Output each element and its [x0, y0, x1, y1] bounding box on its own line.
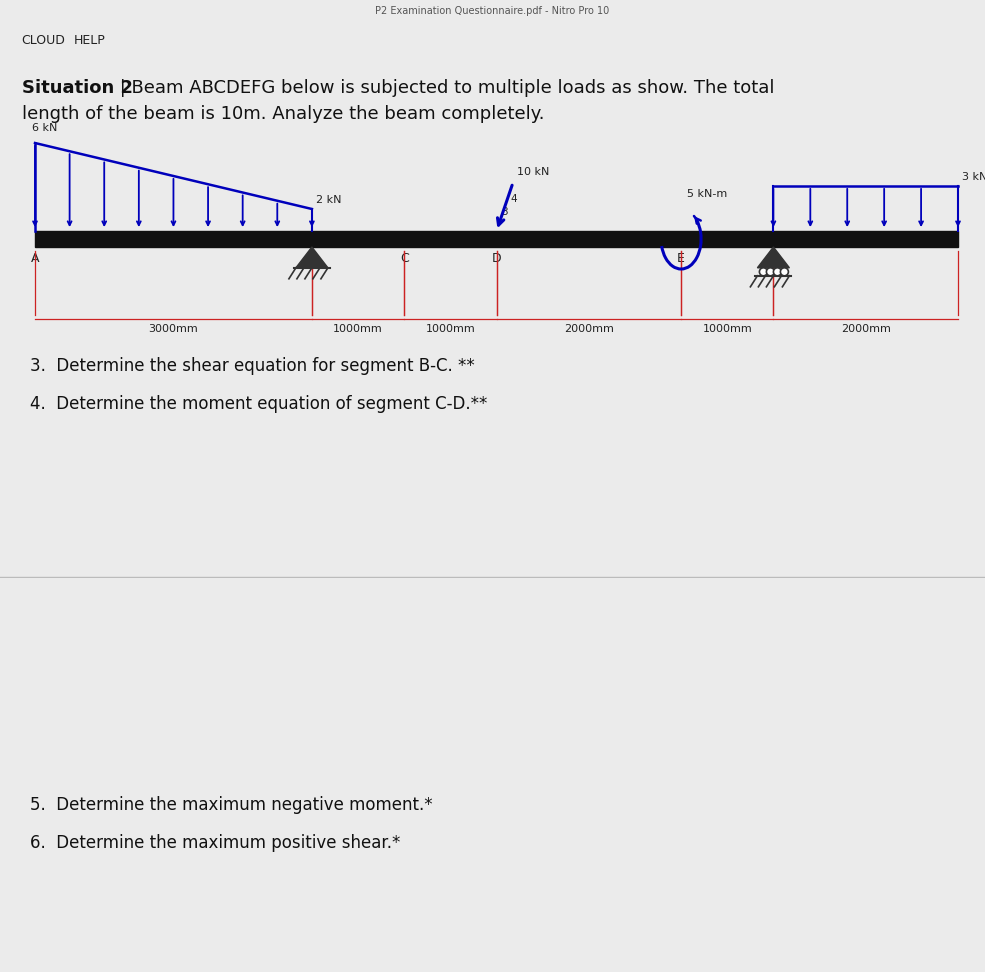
- Text: Situation 2: Situation 2: [22, 79, 133, 97]
- Text: A: A: [31, 252, 39, 265]
- Text: 1000mm: 1000mm: [426, 324, 475, 334]
- Text: 4.  Determine the moment equation of segment C-D.**: 4. Determine the moment equation of segm…: [30, 395, 488, 413]
- Circle shape: [773, 268, 781, 276]
- Text: 2000mm: 2000mm: [563, 324, 614, 334]
- Text: HELP: HELP: [74, 33, 105, 47]
- Text: 1000mm: 1000mm: [333, 324, 383, 334]
- Text: 4: 4: [511, 193, 517, 204]
- Text: 5.  Determine the maximum negative moment.*: 5. Determine the maximum negative moment…: [30, 796, 432, 814]
- Text: 1000mm: 1000mm: [702, 324, 753, 334]
- Text: D: D: [492, 252, 501, 265]
- Circle shape: [780, 268, 788, 276]
- Polygon shape: [757, 247, 789, 268]
- Text: F: F: [770, 252, 777, 265]
- Text: B: B: [307, 252, 316, 265]
- Text: 3: 3: [500, 207, 507, 217]
- Text: 6 kN: 6 kN: [32, 123, 57, 133]
- Polygon shape: [296, 247, 328, 268]
- Text: 10 kN: 10 kN: [517, 166, 550, 177]
- Text: 3000mm: 3000mm: [149, 324, 198, 334]
- Text: CLOUD: CLOUD: [22, 33, 66, 47]
- Text: length of the beam is 10m. Analyze the beam completely.: length of the beam is 10m. Analyze the b…: [22, 105, 545, 123]
- Text: 3.  Determine the shear equation for segment B-C. **: 3. Determine the shear equation for segm…: [30, 357, 475, 375]
- Text: 6.  Determine the maximum positive shear.*: 6. Determine the maximum positive shear.…: [30, 834, 400, 852]
- Text: C: C: [400, 252, 409, 265]
- Text: 3 kN/m: 3 kN/m: [962, 172, 985, 182]
- Text: | Beam ABCDEFG below is subjected to multiple loads as show. The total: | Beam ABCDEFG below is subjected to mul…: [114, 79, 774, 97]
- Bar: [35, 231, 958, 247]
- Text: 2 kN: 2 kN: [316, 195, 342, 205]
- Text: 2000mm: 2000mm: [841, 324, 890, 334]
- Text: P2 Examination Questionnaire.pdf - Nitro Pro 10: P2 Examination Questionnaire.pdf - Nitro…: [375, 6, 610, 16]
- Circle shape: [759, 268, 767, 276]
- Circle shape: [766, 268, 774, 276]
- Text: 5 kN-m: 5 kN-m: [688, 189, 727, 199]
- Text: E: E: [677, 252, 685, 265]
